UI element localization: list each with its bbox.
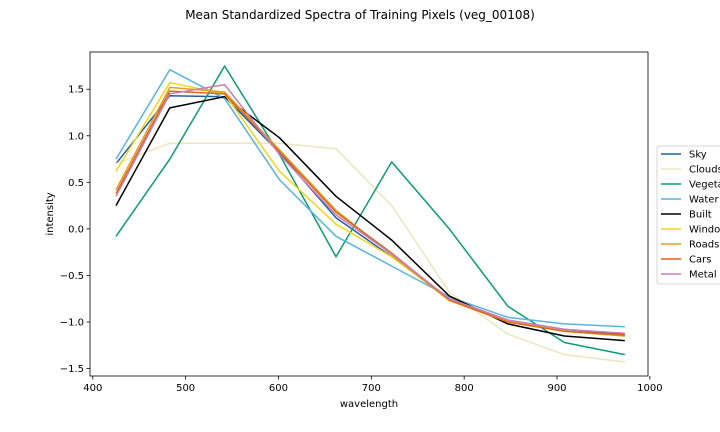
y-tick-label: −0.5 — [60, 271, 84, 282]
y-tick-label: −1.5 — [60, 364, 84, 375]
series-line-metal — [115, 83, 625, 334]
legend-label-vegetation: Vegetation — [689, 180, 720, 191]
plot-border — [89, 51, 649, 377]
y-tick-label: 0.0 — [68, 224, 84, 235]
x-axis: 400 500 600 700 800 900 1000 — [83, 376, 663, 394]
x-tick-label: 700 — [362, 383, 381, 394]
plot-area — [89, 51, 649, 377]
legend-label-water: Water — [689, 195, 719, 206]
legend-label-cars: Cars — [689, 255, 711, 266]
y-axis-label: intensity — [45, 192, 56, 235]
x-tick-label: 600 — [269, 383, 288, 394]
y-tick-label: −1.0 — [60, 318, 84, 329]
series-line-built — [115, 95, 625, 342]
x-tick-label: 900 — [547, 383, 566, 394]
legend-label-built: Built — [689, 210, 712, 221]
x-tick-label: 500 — [176, 383, 195, 394]
y-axis: −1.5 −1.0 −0.5 0.0 0.5 1.0 1.5 — [60, 85, 90, 375]
y-tick-label: 0.5 — [68, 178, 84, 189]
y-tick-label: 1.5 — [68, 85, 84, 96]
x-tick-label: 400 — [83, 383, 102, 394]
legend-label-clouds: Clouds — [689, 165, 720, 176]
series-line-water — [115, 68, 625, 328]
y-tick-label: 1.0 — [68, 131, 84, 142]
x-tick-label: 800 — [455, 383, 474, 394]
chart-title: Mean Standardized Spectra of Training Pi… — [185, 8, 535, 22]
legend: Sky Clouds Vegetation Water Built Windows Road… — [656, 145, 720, 285]
series-line-cars — [115, 90, 625, 336]
legend-label-sky: Sky — [689, 150, 707, 161]
x-tick-label: 1000 — [637, 383, 662, 394]
legend-label-roads: Roads — [689, 240, 719, 251]
series-lines — [115, 65, 625, 363]
legend-label-windows: Windows — [689, 225, 720, 236]
series-line-clouds — [115, 142, 625, 363]
legend-label-metal: Metal — [689, 270, 717, 281]
plot-frame — [90, 52, 648, 376]
legend-frame — [656, 145, 720, 285]
x-axis-label: wavelength — [340, 399, 398, 410]
